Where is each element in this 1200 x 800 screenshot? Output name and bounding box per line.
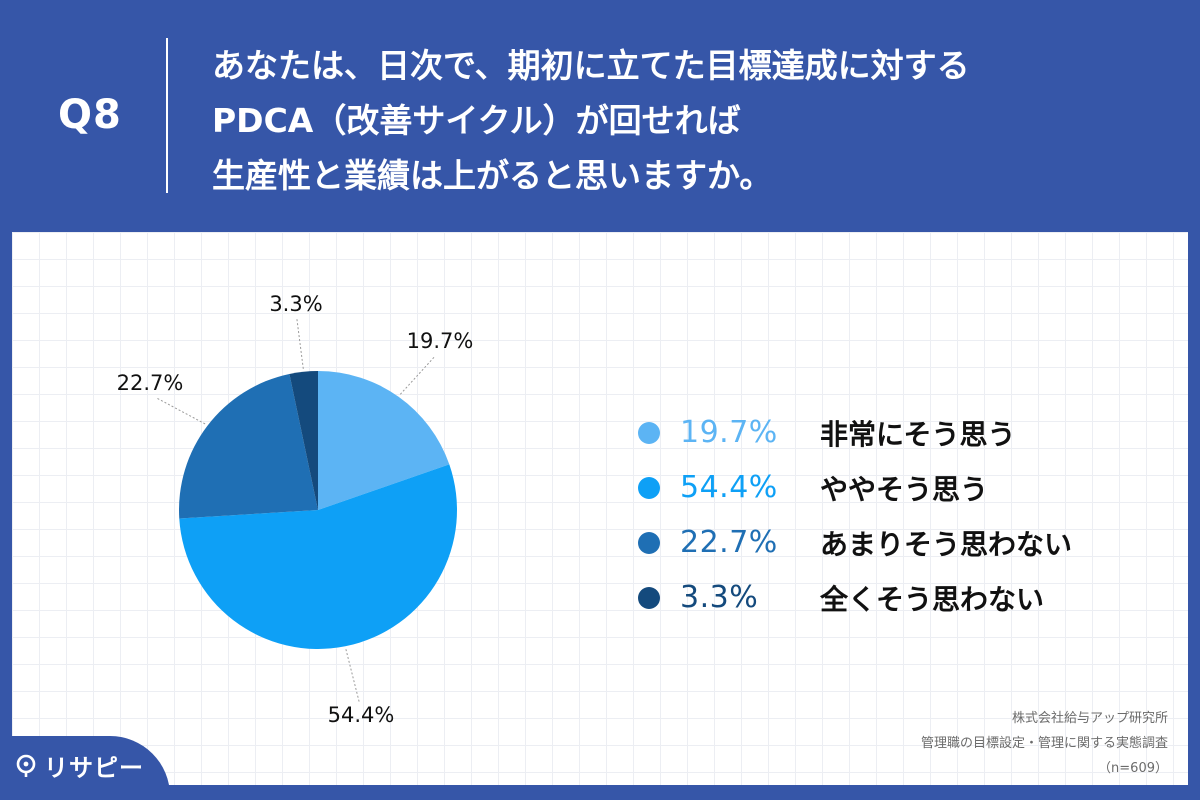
- logo-tab: [0, 736, 170, 800]
- legend: 19.7% 非常にそう思う 54.4% ややそう思う 22.7% あまりそう思わ…: [630, 405, 1072, 625]
- legend-item: 3.3% 全くそう思わない: [630, 570, 1072, 625]
- question-text: あなたは、日次で、期初に立てた目標達成に対する PDCA（改善サイクル）が回せれ…: [212, 38, 1112, 203]
- source-org: 株式会社給与アップ研究所: [1011, 711, 1168, 726]
- pie-slice: [289, 371, 318, 510]
- leader-line: [345, 649, 360, 703]
- pie-slice: [178, 373, 318, 519]
- pie-slice: [179, 464, 457, 649]
- header-divider: [166, 38, 168, 193]
- legend-swatch: [638, 421, 660, 444]
- question-number: Q8: [58, 92, 122, 138]
- pie-slice: [318, 371, 450, 510]
- slice-data-label: 3.3%: [269, 292, 322, 316]
- pin-icon: [16, 754, 36, 777]
- source-note: 株式会社給与アップ研究所 管理職の目標設定・管理に関する実態調査 （n=609）: [921, 706, 1168, 781]
- leader-line: [156, 397, 206, 425]
- legend-item: 54.4% ややそう思う: [630, 460, 1072, 515]
- question-line-2: PDCA（改善サイクル）が回せれば: [212, 101, 741, 140]
- question-header: Q8 あなたは、日次で、期初に立てた目標達成に対する PDCA（改善サイクル）が…: [0, 0, 1200, 232]
- leader-line: [399, 355, 436, 395]
- slice-data-label: 22.7%: [117, 371, 184, 395]
- legend-item: 19.7% 非常にそう思う: [630, 405, 1072, 460]
- logo-text: リサピー: [44, 754, 144, 782]
- source-sample-size: （n=609）: [1098, 761, 1168, 776]
- legend-swatch: [638, 531, 660, 554]
- legend-label: 非常にそう思う: [820, 417, 1016, 451]
- legend-swatch: [638, 586, 660, 609]
- brand-logo: リサピー: [14, 748, 144, 783]
- legend-swatch: [638, 476, 660, 499]
- legend-item: 22.7% あまりそう思わない: [630, 515, 1072, 570]
- legend-label: あまりそう思わない: [820, 527, 1073, 561]
- legend-percent: 3.3%: [680, 580, 759, 615]
- legend-percent: 19.7%: [680, 415, 778, 450]
- legend-label: 全くそう思わない: [820, 582, 1045, 616]
- source-survey: 管理職の目標設定・管理に関する実態調査: [920, 736, 1168, 751]
- leader-line: [296, 318, 304, 369]
- legend-label: ややそう思う: [820, 472, 989, 506]
- legend-percent: 22.7%: [680, 525, 778, 560]
- legend-percent: 54.4%: [680, 470, 778, 505]
- slice-data-label: 54.4%: [328, 703, 395, 727]
- question-line-3: 生産性と業績は上がると思いますか。: [212, 156, 773, 195]
- slice-data-label: 19.7%: [407, 329, 474, 353]
- question-line-1: あなたは、日次で、期初に立てた目標達成に対する: [212, 46, 970, 85]
